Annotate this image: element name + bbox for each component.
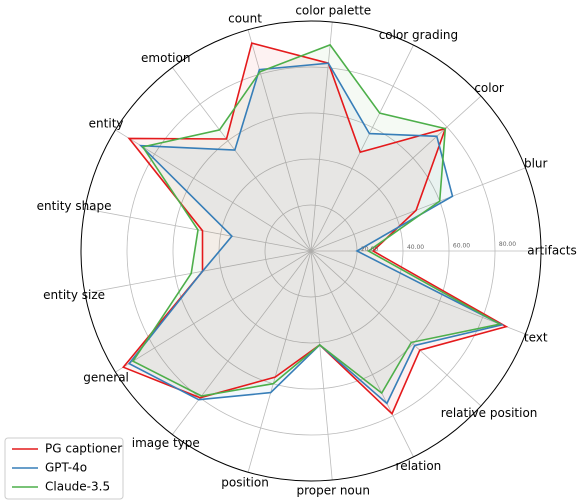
category-label: image type [132,436,200,450]
category-label: relation [396,459,442,473]
series-line [127,62,505,405]
legend-frame [4,437,124,500]
spoke [247,29,312,252]
category-label: count [228,12,262,26]
radial-tick-label: 40.00 [407,244,424,251]
series-area [129,63,502,404]
category-label: color [474,81,504,95]
spoke [172,67,312,252]
category-label: entity size [43,288,105,302]
category-label: proper noun [296,483,370,497]
spoke [247,250,312,473]
legend: PG captioner GPT-4o Claude-3.5 [4,437,124,500]
spoke [310,167,526,252]
spoke [310,95,482,252]
series-line [121,42,509,416]
legend-label: PG captioner [45,442,122,456]
series-area [133,44,500,397]
spoke [115,250,312,373]
category-label: text [524,331,548,345]
outer-frame [80,20,542,482]
spoke [310,250,526,335]
radial-tick-label: 20.00 [361,246,378,253]
series-line [131,43,502,397]
spoke [172,250,312,435]
spoke [310,44,414,252]
legend-label: Claude-3.5 [45,480,110,494]
radial-tick-label: 60.00 [453,243,470,250]
category-label: color grading [379,28,458,42]
category-label: relative position [441,406,538,420]
spoke [310,250,482,407]
spoke [310,250,333,481]
spoke [115,129,312,252]
category-label: general [83,370,129,384]
spoke [310,250,414,458]
category-label: blur [524,156,548,170]
category-label: entity shape [37,199,112,213]
category-label: entity [89,117,124,131]
radial-tick-label: 80.00 [499,241,516,248]
spoke [310,21,333,252]
category-label: artifacts [527,244,576,258]
category-label: emotion [141,51,190,65]
series-area [123,43,507,414]
category-label: position [221,475,269,489]
legend-label: GPT-4o [45,461,87,475]
spoke [84,250,312,294]
category-label: color palette [295,4,371,18]
